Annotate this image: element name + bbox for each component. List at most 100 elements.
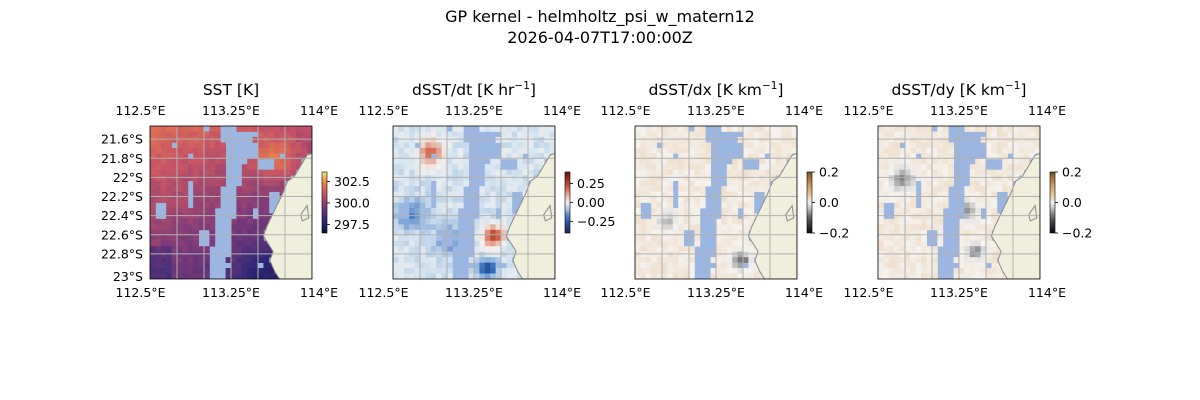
heatmap-cell	[495, 191, 502, 198]
heatmap-cell	[959, 224, 965, 231]
heatmap-cell	[393, 268, 399, 274]
heatmap-cell	[721, 257, 728, 263]
heatmap-cell	[474, 251, 480, 258]
heatmap-cell	[430, 131, 437, 138]
heatmap-cell	[764, 126, 771, 132]
heatmap-cell	[409, 251, 415, 258]
heatmap-cell	[888, 158, 895, 165]
heatmap-cell	[921, 147, 927, 154]
heatmap-cell	[743, 240, 749, 247]
heatmap-cell	[160, 240, 167, 247]
heatmap-cell	[662, 207, 668, 214]
heatmap-cell	[177, 147, 183, 154]
heatmap-cell	[645, 164, 652, 171]
heatmap-cell	[290, 131, 297, 138]
heatmap-cell	[1023, 164, 1030, 171]
heatmap-cell	[932, 246, 938, 253]
colorbar-tick-label: 300.0	[334, 195, 370, 210]
heatmap-cell	[166, 153, 172, 160]
heatmap-cell	[1023, 153, 1030, 160]
heatmap-cell	[894, 164, 900, 171]
heatmap-cell	[171, 136, 178, 143]
heatmap-cell	[436, 136, 442, 143]
heatmap-cell	[490, 175, 496, 182]
heatmap-cell	[268, 175, 275, 182]
heatmap-cell	[910, 235, 917, 242]
heatmap-cell	[910, 268, 917, 274]
heatmap-cell	[905, 142, 911, 149]
heatmap-cell	[479, 240, 486, 247]
heatmap-cell	[398, 180, 405, 187]
heatmap-cell	[479, 126, 486, 132]
heatmap-cell	[420, 147, 426, 154]
heatmap-cell	[187, 224, 194, 231]
heatmap-cell	[905, 235, 911, 242]
heatmap-cell	[425, 197, 432, 203]
heatmap-cell	[301, 142, 307, 149]
figure-subtitle: 2026-04-07T17:00:00Z	[507, 28, 693, 47]
heatmap-cell	[177, 142, 183, 149]
heatmap-cell	[479, 197, 486, 203]
heatmap-cell	[1013, 164, 1019, 171]
heatmap-cell	[926, 153, 933, 160]
heatmap-cell	[980, 262, 987, 269]
heatmap-cell	[409, 164, 415, 171]
heatmap-cell	[905, 257, 911, 263]
heatmap-cell	[474, 218, 480, 225]
heatmap-cell	[528, 175, 534, 182]
heatmap-cell	[986, 213, 992, 220]
colorbar	[321, 171, 328, 234]
heatmap-cell	[656, 126, 663, 132]
heatmap-cell	[474, 268, 480, 274]
heatmap-cell	[425, 136, 432, 143]
heatmap-cell	[166, 202, 172, 209]
heatmap-cell	[980, 251, 987, 258]
heatmap-cell	[699, 142, 706, 149]
heatmap-cell	[160, 169, 167, 176]
heatmap-cell	[177, 273, 183, 279]
heatmap-cell	[533, 158, 540, 165]
heatmap-cell	[436, 262, 442, 269]
heatmap-cell	[393, 235, 399, 242]
island-area	[785, 204, 795, 222]
heatmap-cell	[436, 229, 442, 236]
heatmap-cell	[430, 207, 437, 214]
heatmap-cell	[775, 136, 782, 143]
heatmap-cell	[743, 202, 749, 209]
heatmap-cell	[166, 147, 172, 154]
heatmap-cell	[160, 191, 167, 198]
heatmap-cell	[705, 158, 711, 165]
heatmap-cell	[975, 164, 981, 171]
heatmap-cell	[645, 186, 652, 192]
heatmap-cell	[645, 153, 652, 160]
heatmap-cell	[937, 131, 944, 138]
heatmap-cell	[484, 186, 491, 192]
map-frame	[634, 125, 798, 280]
heatmap-cell	[430, 229, 437, 236]
heatmap-cell	[182, 257, 189, 263]
heatmap-cell	[463, 153, 469, 160]
heatmap-cell	[247, 246, 253, 253]
heatmap-cell	[1029, 131, 1035, 138]
heatmap-cell	[393, 224, 399, 231]
heatmap-cell	[495, 235, 502, 242]
heatmap-cell	[683, 246, 690, 253]
panel-title: SST [K]	[203, 81, 259, 99]
heatmap-cell	[160, 262, 167, 269]
heatmap-cell	[737, 246, 744, 253]
heatmap-cell	[236, 197, 243, 203]
heatmap-cell	[528, 126, 534, 132]
heatmap-cell	[986, 147, 992, 154]
heatmap-cell	[662, 262, 668, 269]
heatmap-cell	[155, 131, 162, 138]
heatmap-cell	[252, 273, 259, 279]
heatmap-cell	[959, 251, 965, 258]
heatmap-cell	[921, 257, 927, 263]
heatmap-cell	[209, 147, 216, 154]
heatmap-cell	[398, 147, 405, 154]
heatmap-cell	[403, 147, 410, 154]
heatmap-cell	[743, 186, 749, 192]
heatmap-cell	[436, 240, 442, 247]
heatmap-cell	[430, 142, 437, 149]
heatmap-cell	[662, 273, 668, 279]
